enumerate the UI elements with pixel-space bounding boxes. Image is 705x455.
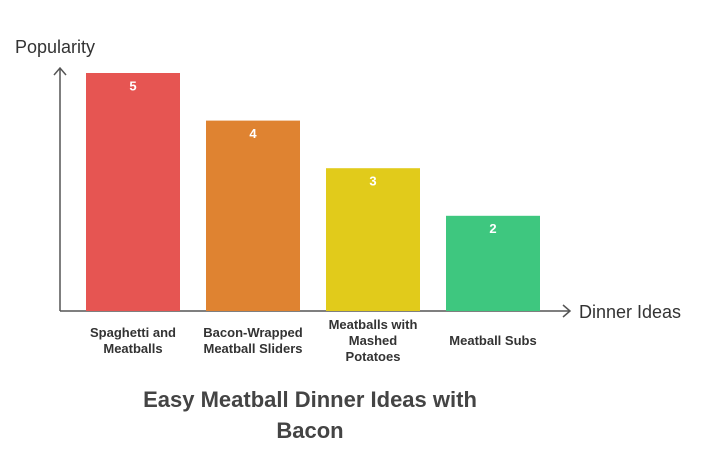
value-label: 5 <box>129 78 136 93</box>
bar <box>206 120 300 311</box>
value-label: 3 <box>369 174 376 189</box>
x-axis-label: Dinner Ideas <box>579 302 682 322</box>
bar <box>446 215 540 311</box>
value-label: 2 <box>489 221 496 236</box>
y-axis-label: Popularity <box>15 37 96 57</box>
value-label: 4 <box>249 126 257 141</box>
chart-title: Easy Meatball Dinner Ideas with Bacon <box>143 387 477 443</box>
bar <box>86 73 180 311</box>
x-tick-label: Spaghetti and Meatballs <box>90 325 176 356</box>
x-tick-label: Meatballs with Mashed Potatoes <box>328 317 418 364</box>
bar <box>326 168 420 311</box>
y-axis <box>53 66 67 311</box>
x-tick-label: Bacon-Wrapped Meatball Sliders <box>203 325 303 356</box>
x-tick-label: Meatball Subs <box>449 333 537 348</box>
